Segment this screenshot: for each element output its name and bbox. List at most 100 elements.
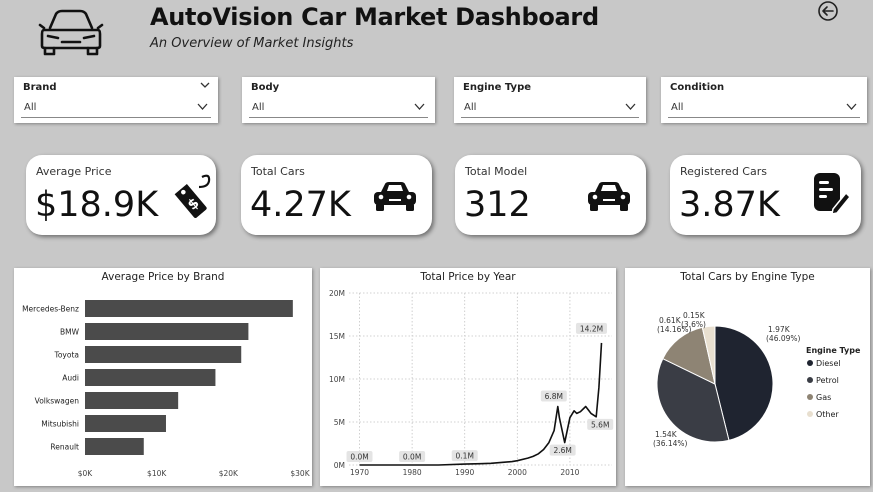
car-icon xyxy=(588,182,630,211)
condition-dropdown-value: All xyxy=(671,102,684,113)
total-model-value: 312 xyxy=(464,185,531,225)
avg-price-by-brand-panel: Average Price by Brand Mercedes-Benz BMW T… xyxy=(14,268,312,486)
brand-dropdown-value: All xyxy=(24,102,37,113)
y-tick-4: 20M xyxy=(329,289,345,298)
y-tick-1: 5M xyxy=(334,418,345,427)
body-slicer-label: Body xyxy=(251,82,280,93)
data-label-0: 0.0M xyxy=(350,453,368,462)
total-model-label: Total Model xyxy=(465,165,528,178)
avg-price-by-brand-title: Average Price by Brand xyxy=(101,271,225,283)
x-tick-2: 1990 xyxy=(455,468,474,477)
bar-1 xyxy=(85,323,249,340)
data-label-3: 6.8M xyxy=(545,392,563,401)
average-price-label: Average Price xyxy=(36,165,112,178)
chevron-down-icon[interactable] xyxy=(200,80,210,90)
chevron-down-icon xyxy=(846,103,857,110)
average-price-value: $18.9K xyxy=(35,185,159,225)
registered-cars-value: 3.87K xyxy=(679,185,780,225)
bar-2 xyxy=(85,346,242,363)
data-label-box-1 xyxy=(399,451,426,462)
bar-5 xyxy=(85,415,166,432)
legend-label-0: Diesel xyxy=(816,359,841,368)
car-outline-icon xyxy=(38,9,104,56)
pie-slice-petrol xyxy=(656,357,730,443)
condition-slicer: Condition All xyxy=(661,77,867,123)
legend-marker-1 xyxy=(807,377,813,383)
engine-type-slicer-label: Engine Type xyxy=(463,82,532,93)
car-icon xyxy=(374,182,416,211)
data-label-box-3 xyxy=(540,390,567,402)
dashboard-title: AutoVision Car Market Dashboard xyxy=(150,3,599,31)
brand-slicer-label: Brand xyxy=(23,82,57,93)
pie-value-label-0: 1.97K xyxy=(768,325,791,334)
condition-dropdown[interactable]: All xyxy=(668,98,860,118)
y-tick-2: 10M xyxy=(329,375,345,384)
condition-slicer-label: Condition xyxy=(670,82,725,93)
pie-pct-label-1: (36.14%) xyxy=(653,439,688,448)
bar-label-2: Toyota xyxy=(54,351,79,360)
bar-label-5: Mitsubishi xyxy=(41,420,79,429)
data-label-box-4 xyxy=(549,444,576,456)
avg-price-by-brand-chart: Mercedes-Benz BMW Toyota Audi Volkswagen Mits… xyxy=(22,300,311,478)
body-dropdown[interactable]: All xyxy=(249,98,428,118)
pie-pct-label-3: (3.6%) xyxy=(681,320,706,329)
x-tick-4: 2010 xyxy=(560,468,579,477)
bar-3 xyxy=(85,369,216,386)
engine-type-dropdown-value: All xyxy=(464,102,477,113)
legend-marker-3 xyxy=(807,411,813,417)
brand-slicer: Brand All xyxy=(14,77,218,123)
legend-marker-2 xyxy=(807,394,813,400)
pie-slice-other xyxy=(701,325,716,385)
data-label-box-0 xyxy=(346,451,373,462)
bar-6 xyxy=(85,438,144,455)
bar-label-0: Mercedes-Benz xyxy=(22,305,79,314)
x-tick-1: $10K xyxy=(147,469,167,478)
dashboard-subtitle: An Overview of Market Insights xyxy=(150,36,354,51)
data-label-1: 0.0M xyxy=(403,453,421,462)
average-price-card: Average Price $18.9K $ xyxy=(26,155,216,235)
data-label-box-6 xyxy=(575,322,607,334)
price-line xyxy=(359,342,603,466)
price-tag-icon: $ xyxy=(174,174,211,219)
x-tick-1: 1980 xyxy=(403,468,422,477)
y-tick-0: 0M xyxy=(334,461,345,470)
document-edit-icon xyxy=(814,173,852,215)
back-arrow-circle-icon[interactable] xyxy=(815,0,841,24)
data-label-2: 0.1M xyxy=(456,452,474,461)
total-cars-card: Total Cars 4.27K xyxy=(241,155,432,235)
legend-marker-0 xyxy=(807,360,813,366)
data-label-box-2 xyxy=(451,450,478,462)
bar-label-3: Audi xyxy=(62,374,79,383)
bar-label-6: Renault xyxy=(50,443,79,452)
chevron-down-icon xyxy=(197,103,208,110)
cars-by-engine-type-panel: Total Cars by Engine Type 1.97K (46.09%) 1… xyxy=(625,268,870,486)
bar-label-1: BMW xyxy=(60,328,80,337)
legend-label-1: Petrol xyxy=(816,376,839,385)
pie-value-label-2: 0.61K xyxy=(659,316,682,325)
engine-type-dropdown[interactable]: All xyxy=(461,98,639,118)
pie-pct-label-0: (46.09%) xyxy=(766,334,801,343)
bar-0 xyxy=(85,300,293,317)
data-label-5: 5.6M xyxy=(591,420,609,429)
chevron-down-icon xyxy=(625,103,636,110)
brand-dropdown[interactable]: All xyxy=(21,98,211,118)
x-tick-0: $0K xyxy=(78,469,94,478)
body-slicer: Body All xyxy=(242,77,435,123)
legend-title: Engine Type xyxy=(806,346,861,355)
engine-type-slicer: Engine Type All xyxy=(454,77,646,123)
y-tick-3: 15M xyxy=(329,332,345,341)
total-cars-label: Total Cars xyxy=(251,165,305,178)
x-tick-3: 2000 xyxy=(508,468,527,477)
total-model-card: Total Model 312 xyxy=(455,155,646,235)
x-tick-3: $30K xyxy=(290,469,310,478)
data-label-box-5 xyxy=(587,418,614,430)
data-label-4: 2.6M xyxy=(553,446,571,455)
cars-by-engine-type-title: Total Cars by Engine Type xyxy=(680,271,815,283)
cars-by-engine-type-chart: 1.97K(46.09%) 1.54K(36.14%) 0.61K(14.16%) 0… xyxy=(653,311,861,448)
x-tick-2: $20K xyxy=(219,469,239,478)
pie-slice-diesel xyxy=(714,325,774,441)
bar-label-4: Volkswagen xyxy=(35,397,80,406)
pie-value-label-3: 0.15K xyxy=(683,311,706,320)
bar-4 xyxy=(85,392,179,409)
total-price-by-year-panel: Total Price by Year 0M 5M 10M 15M 20M 1970 198… xyxy=(320,268,616,486)
